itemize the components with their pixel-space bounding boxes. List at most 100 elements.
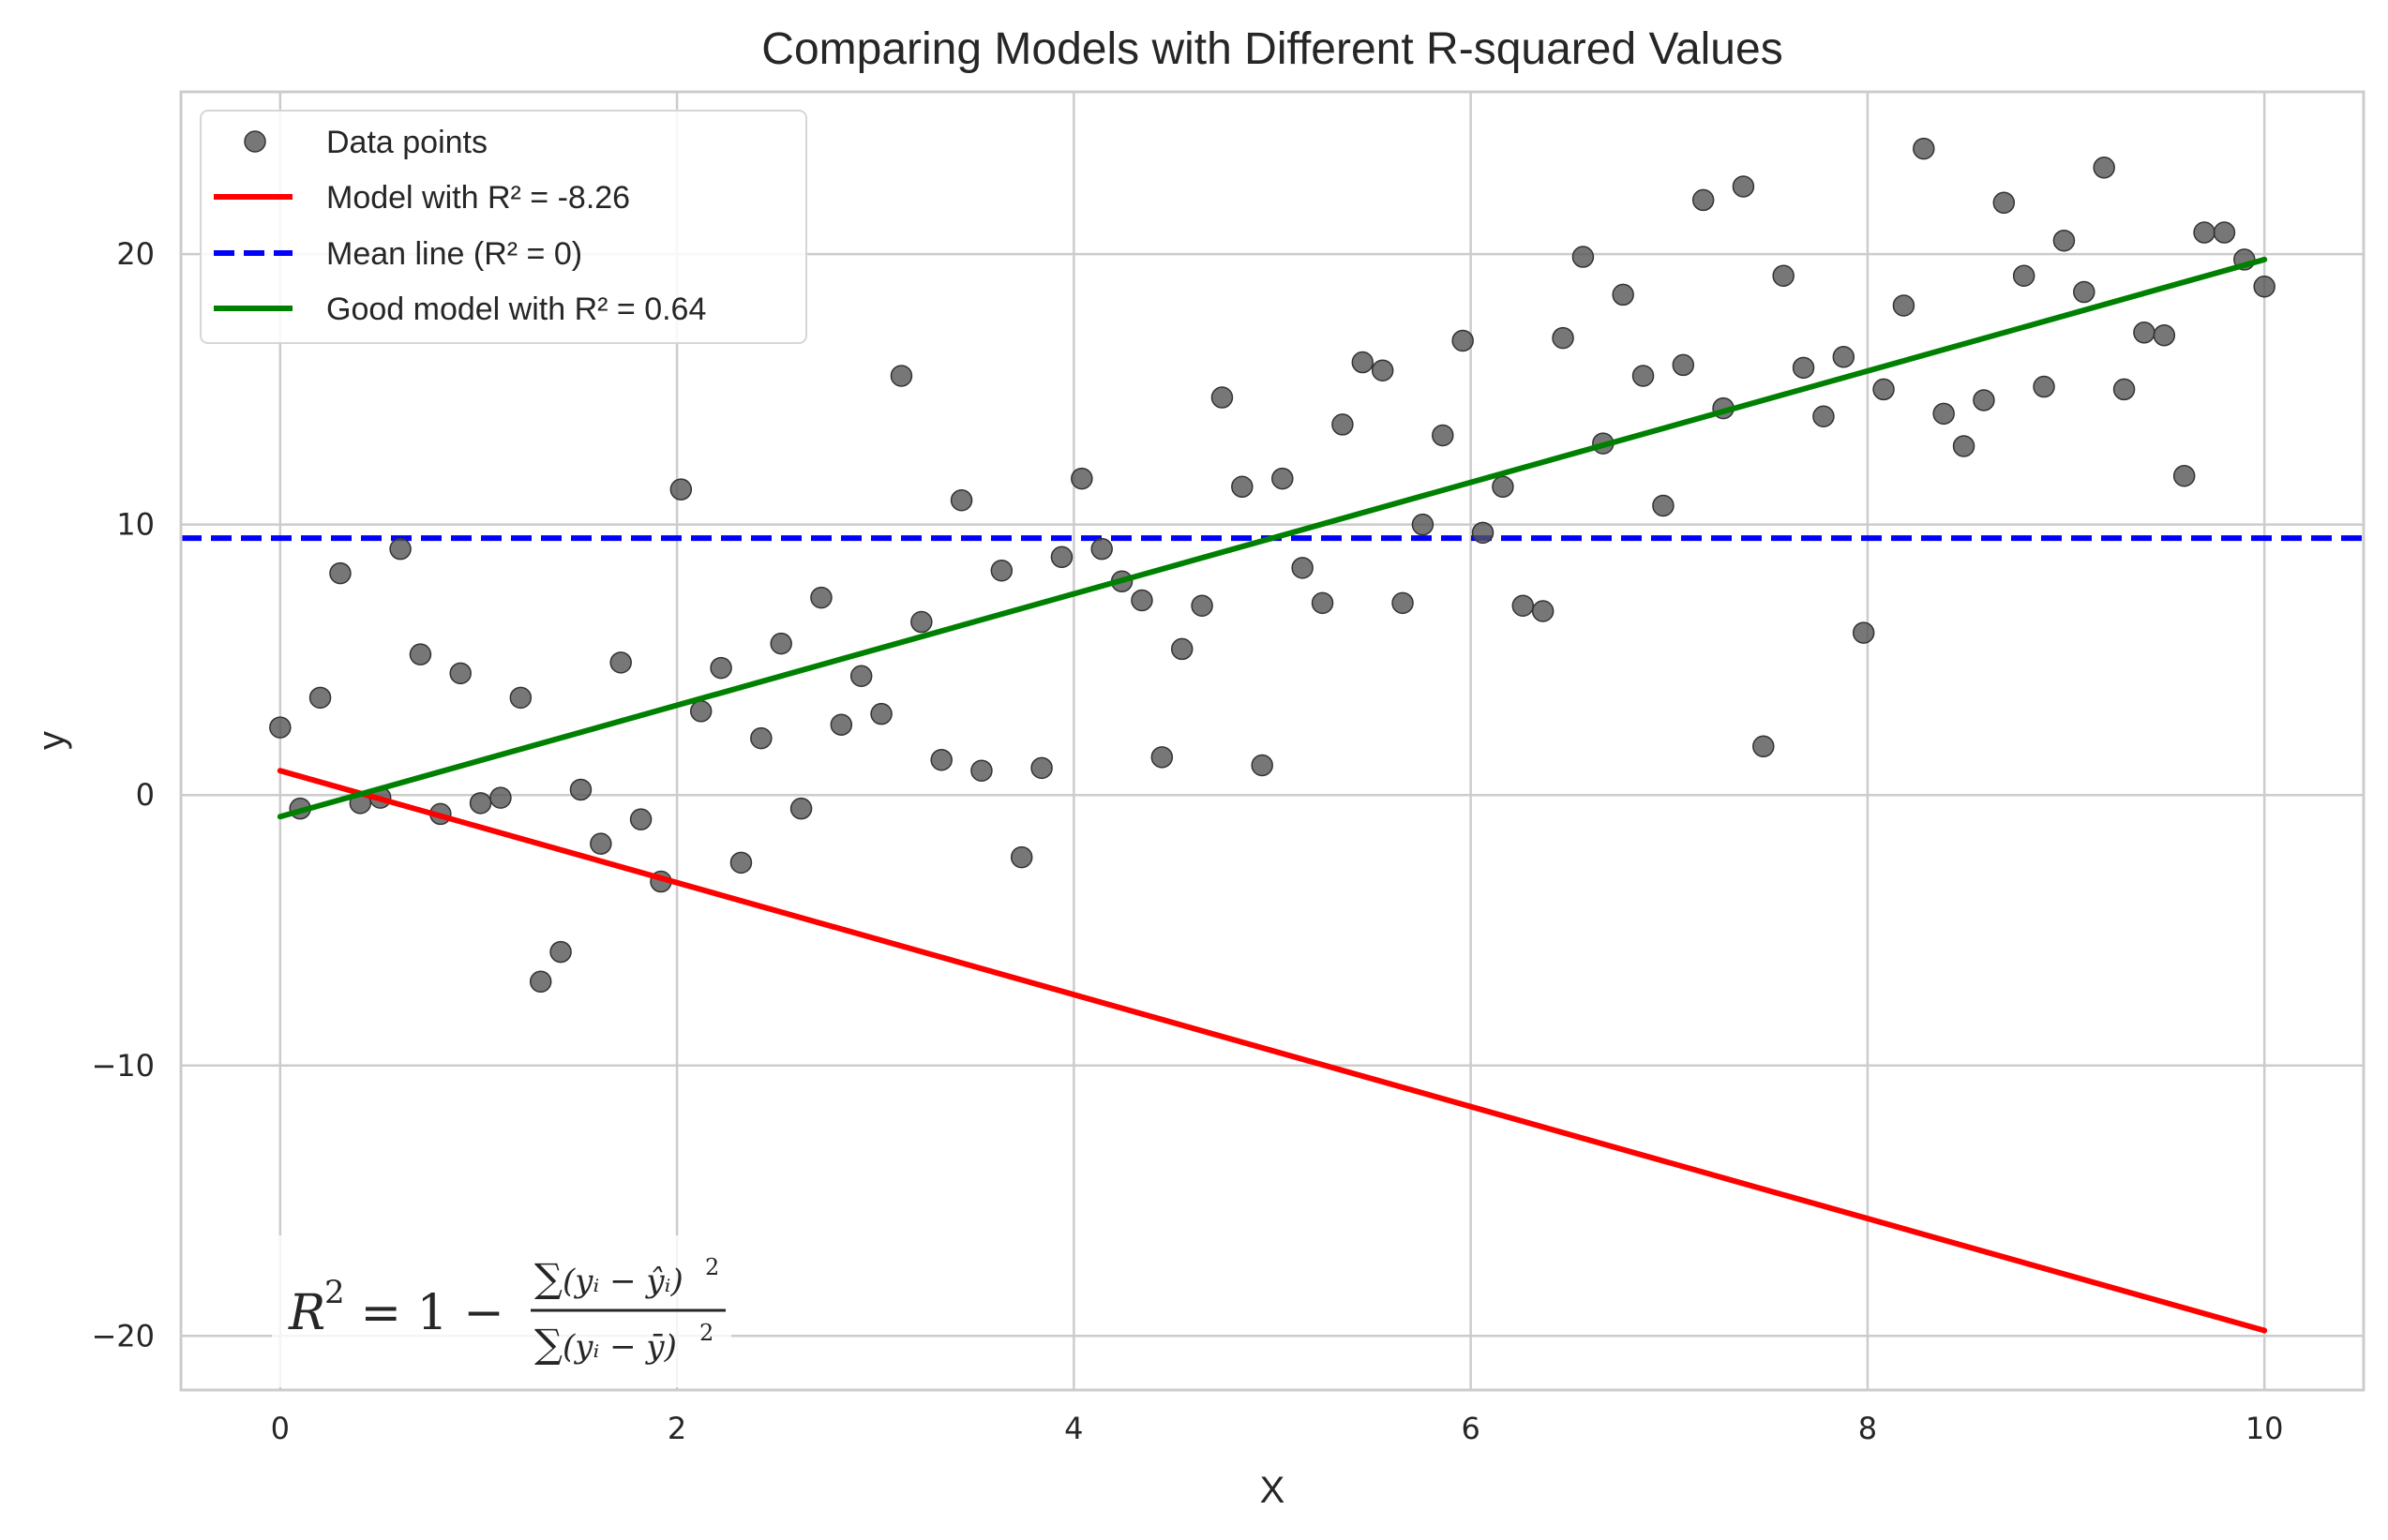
data-point xyxy=(2052,229,2076,252)
data-point xyxy=(2133,321,2155,344)
data-point xyxy=(590,832,612,855)
data-point xyxy=(2193,221,2215,244)
data-point xyxy=(970,759,993,782)
data-point xyxy=(2112,378,2136,401)
data-point xyxy=(308,686,332,710)
x-tick-label: 0 xyxy=(271,1411,290,1446)
formula-lhs-exponent: 2 xyxy=(324,1274,345,1311)
data-point xyxy=(1251,754,1273,777)
x-tick-label: 4 xyxy=(1064,1411,1083,1446)
legend: Data points Model with R² = -8.26 Mean l… xyxy=(200,110,807,344)
data-point xyxy=(1030,756,1053,780)
data-point xyxy=(609,651,632,674)
data-point xyxy=(849,665,873,687)
data-point xyxy=(409,643,432,665)
x-tick-label: 10 xyxy=(2245,1411,2284,1446)
data-point xyxy=(2033,375,2055,398)
data-point xyxy=(789,797,813,820)
data-point xyxy=(2073,280,2095,304)
data-point xyxy=(1411,513,1434,536)
legend-label-good-model: Good model with R² = 0.64 xyxy=(326,292,706,327)
tick-labels: 0 2 4 6 8 10 −20 −10 0 10 20 xyxy=(91,236,2283,1446)
legend-label-mean: Mean line (R² = 0) xyxy=(326,236,582,272)
data-point xyxy=(1010,845,1033,869)
data-point xyxy=(1992,191,2016,215)
data-point xyxy=(529,970,552,994)
legend-label-bad-model: Model with R² = -8.26 xyxy=(326,180,630,216)
formula-numerator-sum: ∑ xyxy=(534,1255,563,1301)
formula-numerator-exponent: 2 xyxy=(705,1254,719,1280)
data-point xyxy=(1432,424,1454,447)
data-point xyxy=(1210,386,1234,409)
data-point xyxy=(2253,276,2275,298)
data-point xyxy=(1271,467,1294,490)
data-point xyxy=(1832,346,1855,368)
data-point xyxy=(1311,591,1334,615)
y-tick-label: 10 xyxy=(116,507,155,543)
chart-title: Comparing Models with Different R-square… xyxy=(761,24,1782,74)
plot-frame xyxy=(179,90,2365,1392)
data-point xyxy=(1331,413,1354,436)
data-point xyxy=(1451,329,1474,352)
data-point xyxy=(1150,746,1174,769)
legend-marker-data-points xyxy=(244,130,266,153)
data-point xyxy=(1892,294,1915,317)
y-tick-label: 0 xyxy=(136,777,155,813)
data-point xyxy=(1612,283,1634,307)
data-point xyxy=(1191,594,1213,617)
data-point xyxy=(990,559,1014,582)
data-point xyxy=(269,716,292,739)
data-point xyxy=(329,561,352,585)
data-point xyxy=(1552,326,1574,350)
data-point xyxy=(1371,359,1394,381)
data-point xyxy=(1932,402,1955,426)
data-point xyxy=(1812,405,1835,427)
formula-lhs: R xyxy=(288,1285,325,1341)
data-point xyxy=(1952,435,1975,457)
data-point xyxy=(1170,637,1194,661)
bad-model-line xyxy=(277,768,2268,1334)
data-point xyxy=(830,713,853,736)
data-point xyxy=(1071,467,1093,490)
formula-numerator: (yᵢ − ŷᵢ) xyxy=(563,1263,683,1300)
data-point xyxy=(1872,378,1895,401)
data-point xyxy=(710,656,732,680)
data-point xyxy=(930,748,953,771)
good-model-line xyxy=(277,256,2268,820)
data-point xyxy=(1511,594,1535,617)
data-point xyxy=(1351,351,1374,374)
data-point xyxy=(1531,600,1554,622)
data-point xyxy=(509,686,533,710)
data-point xyxy=(1571,246,1595,268)
data-point xyxy=(1732,175,1755,198)
data-point xyxy=(1050,546,1074,569)
data-point xyxy=(449,662,472,685)
data-point xyxy=(469,792,492,815)
legend-label-data-points: Data points xyxy=(326,125,488,160)
formula-denominator: (yᵢ − ȳ) xyxy=(563,1328,677,1366)
data-point xyxy=(1652,494,1675,517)
series-layer xyxy=(181,137,2364,1334)
data-point xyxy=(489,786,512,809)
data-point xyxy=(549,940,572,964)
data-point xyxy=(629,808,653,830)
x-axis-label: X xyxy=(1260,1470,1285,1511)
y-tick-label: −20 xyxy=(91,1318,155,1353)
x-tick-label: 6 xyxy=(1461,1411,1479,1446)
r-squared-formula: R 2 = 1 − ∑ (yᵢ − ŷᵢ) 2 ∑ (yᵢ − ȳ) 2 xyxy=(272,1235,731,1387)
y-tick-label: 20 xyxy=(116,236,155,272)
x-tick-label: 8 xyxy=(1858,1411,1877,1446)
data-point xyxy=(1752,735,1775,758)
formula-equals: = 1 − xyxy=(345,1285,519,1341)
data-point xyxy=(1913,137,1935,160)
data-point xyxy=(669,478,693,501)
data-point xyxy=(2153,323,2176,347)
grid xyxy=(181,92,2364,1390)
data-point xyxy=(389,537,412,561)
data-point xyxy=(1973,389,1995,411)
data-point xyxy=(1231,475,1254,499)
y-axis-label: y xyxy=(31,731,72,750)
data-point xyxy=(1090,537,1113,561)
data-point xyxy=(2012,264,2035,287)
